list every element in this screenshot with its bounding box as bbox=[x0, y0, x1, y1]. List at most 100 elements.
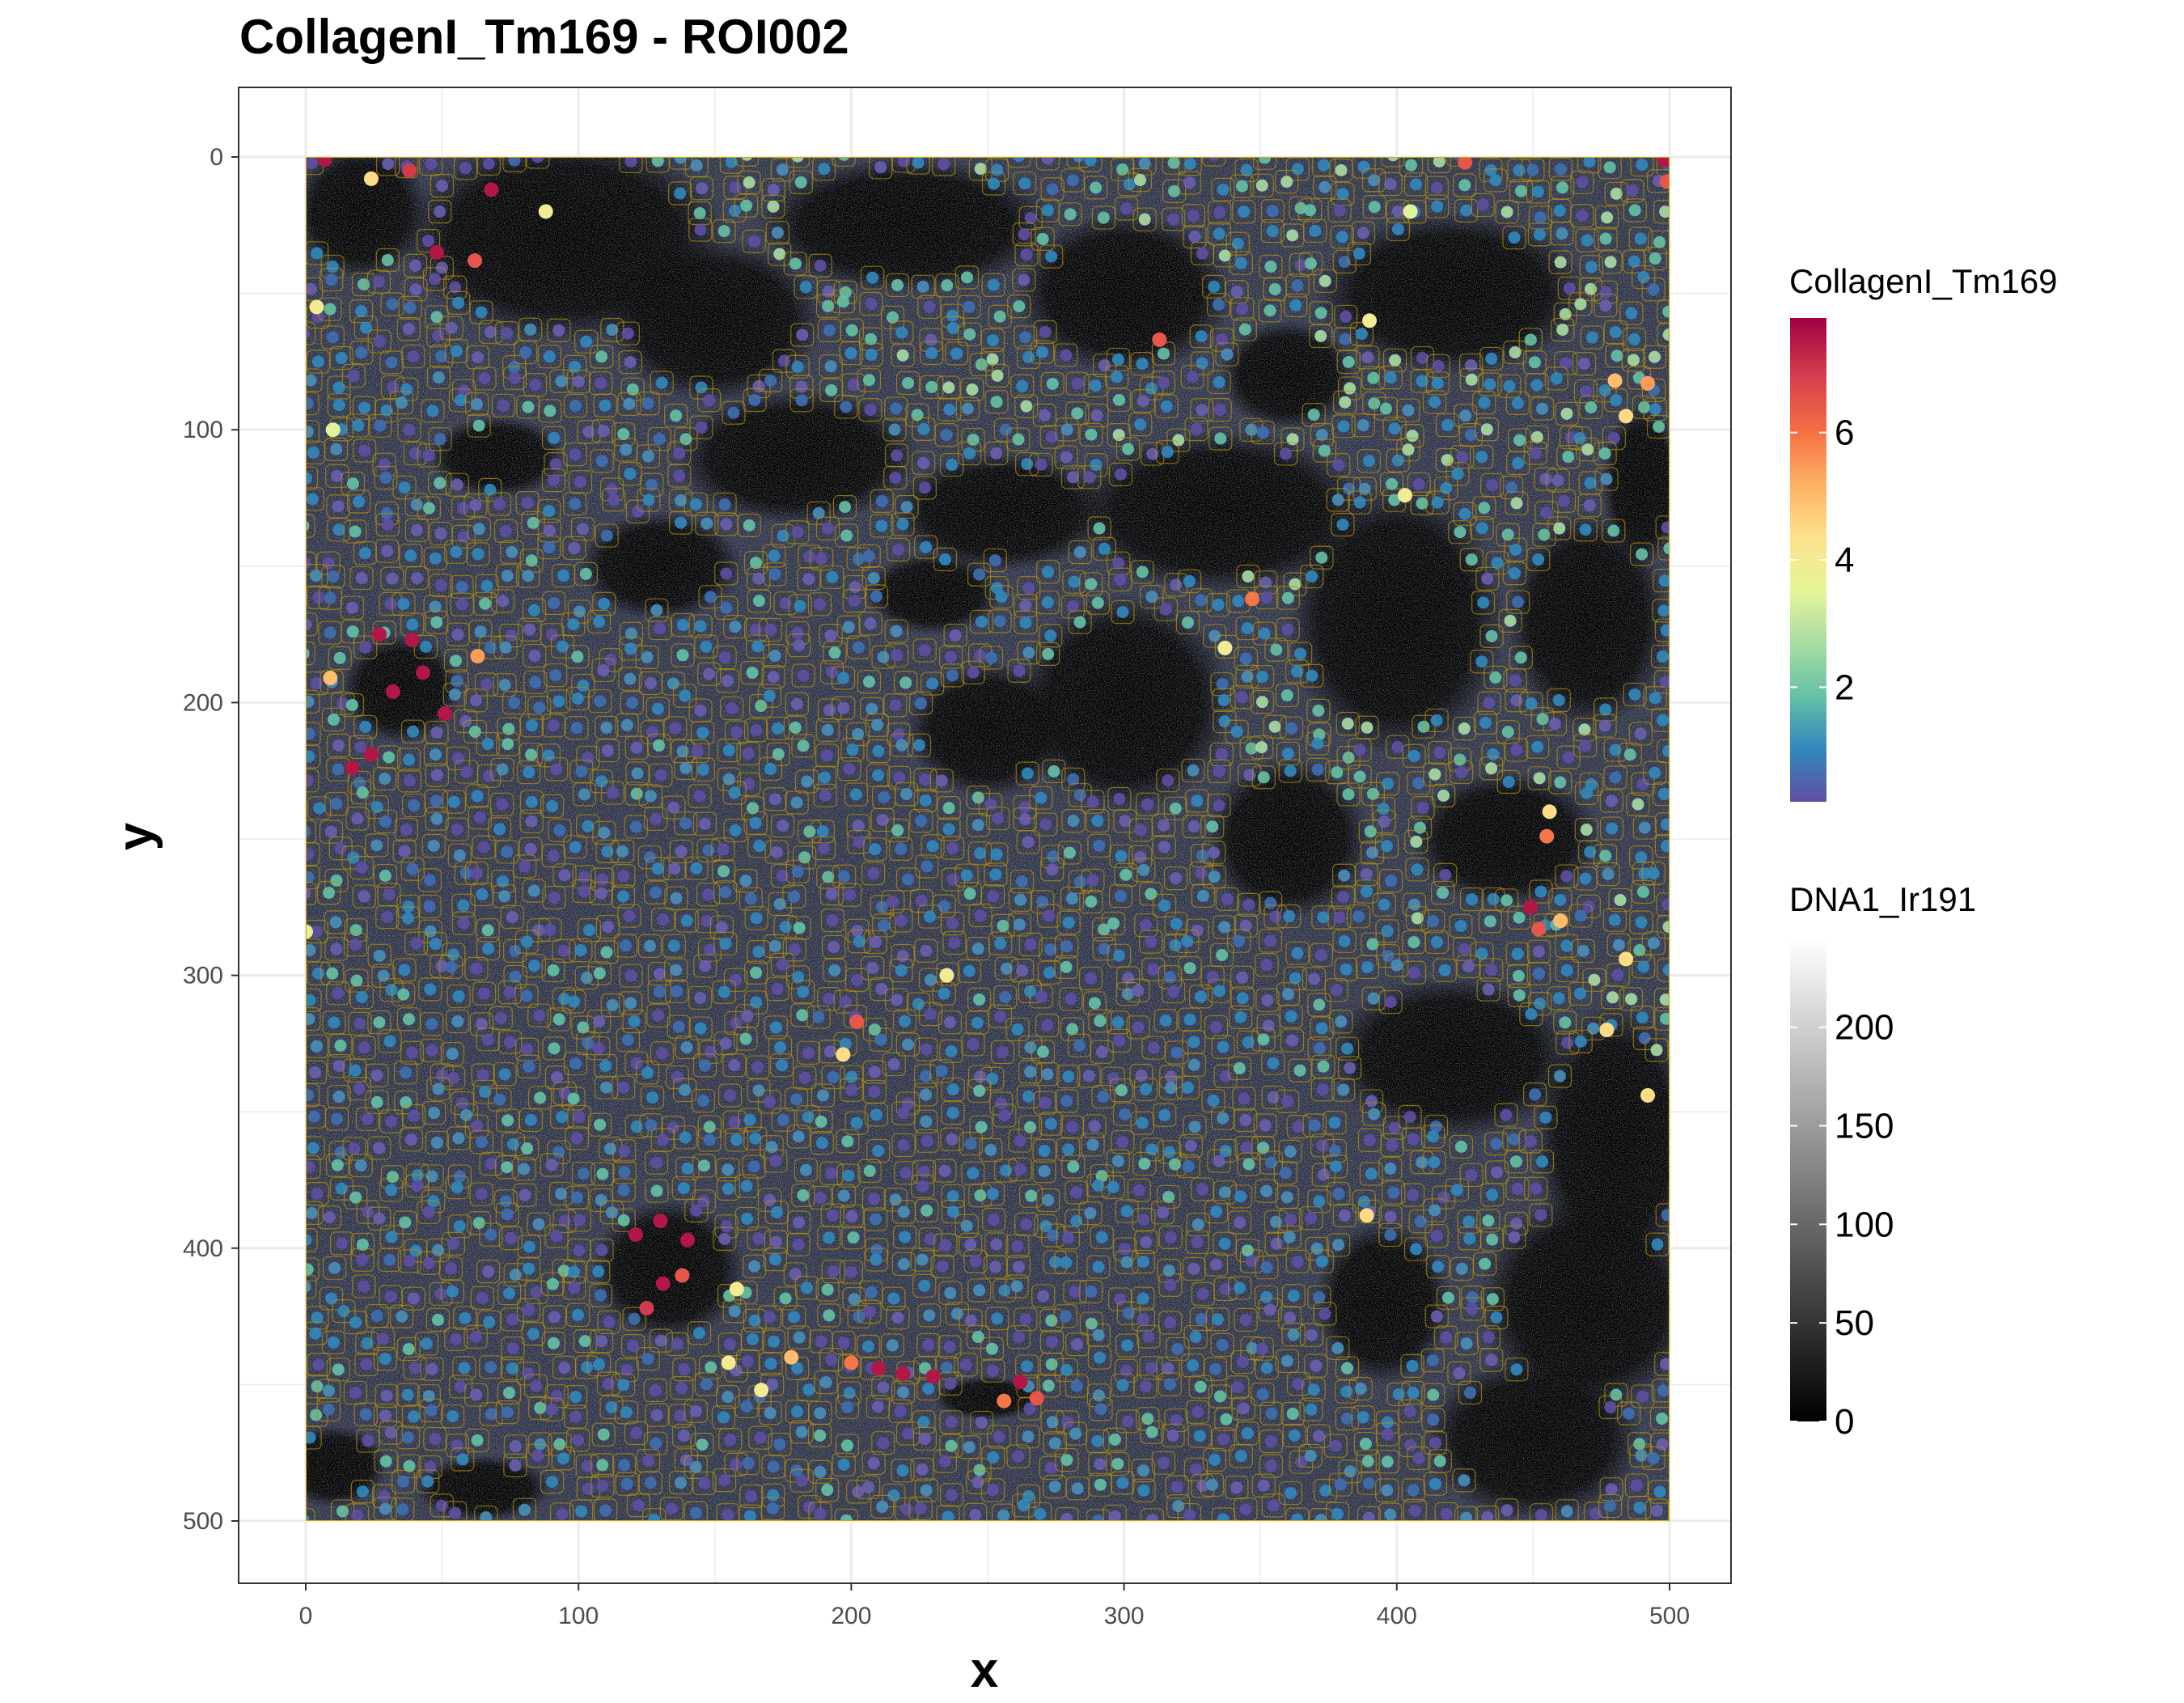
cell-marker bbox=[558, 945, 570, 957]
cell-marker bbox=[987, 890, 999, 902]
cell-marker bbox=[869, 1086, 881, 1098]
cell-marker bbox=[815, 1116, 827, 1128]
cell-marker bbox=[963, 965, 976, 977]
cell-marker bbox=[412, 1169, 424, 1181]
data-point bbox=[871, 1361, 886, 1375]
cell-marker bbox=[1039, 409, 1051, 422]
cell-marker bbox=[313, 1358, 325, 1370]
cell-marker bbox=[739, 1033, 751, 1045]
cell-marker bbox=[1218, 694, 1230, 706]
cell-marker bbox=[696, 1438, 709, 1451]
cell-marker bbox=[815, 1336, 827, 1348]
cell-marker bbox=[1584, 499, 1596, 511]
cell-marker bbox=[1648, 283, 1660, 295]
cell-marker bbox=[1310, 1360, 1322, 1372]
cell-marker bbox=[348, 370, 360, 382]
cell-marker bbox=[1478, 502, 1490, 514]
cell-marker bbox=[1512, 457, 1524, 469]
cell-marker bbox=[557, 1452, 569, 1464]
cell-marker bbox=[673, 470, 685, 482]
cell-marker bbox=[571, 1192, 583, 1204]
cell-marker bbox=[1512, 596, 1524, 608]
cell-marker bbox=[1316, 1023, 1328, 1035]
cell-marker bbox=[1171, 1481, 1183, 1493]
cell-marker bbox=[1242, 570, 1254, 582]
cell-marker bbox=[1185, 1140, 1197, 1152]
cell-marker bbox=[573, 1244, 585, 1256]
cell-marker bbox=[1342, 788, 1354, 800]
cell-marker bbox=[976, 616, 988, 628]
cell-marker bbox=[327, 261, 339, 273]
cell-marker bbox=[1257, 1033, 1269, 1045]
cell-marker bbox=[1170, 917, 1183, 930]
cell-marker bbox=[521, 1142, 533, 1154]
cell-marker bbox=[918, 1166, 930, 1178]
cell-marker bbox=[1219, 1283, 1231, 1295]
cell-marker bbox=[798, 1072, 811, 1084]
cell-marker bbox=[307, 447, 320, 459]
cell-marker bbox=[407, 726, 419, 738]
cell-marker bbox=[1454, 753, 1466, 765]
cell-marker bbox=[1509, 674, 1522, 686]
cell-marker bbox=[1019, 813, 1031, 825]
cell-marker bbox=[421, 1337, 433, 1349]
cell-marker bbox=[1417, 802, 1429, 814]
cell-marker bbox=[506, 911, 518, 923]
cell-marker bbox=[1427, 1389, 1439, 1401]
cell-marker bbox=[523, 1263, 535, 1275]
cell-marker bbox=[1560, 940, 1572, 952]
cell-marker bbox=[431, 769, 443, 781]
cell-marker bbox=[332, 987, 344, 999]
cell-marker bbox=[1515, 185, 1527, 197]
cell-marker bbox=[1357, 419, 1369, 431]
cell-marker bbox=[593, 616, 605, 628]
cell-marker bbox=[529, 379, 541, 391]
cell-marker bbox=[459, 162, 472, 174]
cell-marker bbox=[1410, 836, 1422, 848]
cell-marker bbox=[1336, 231, 1348, 243]
cell-marker bbox=[1601, 211, 1613, 223]
cell-marker bbox=[728, 1059, 740, 1071]
cell-marker bbox=[797, 739, 809, 752]
cell-marker bbox=[961, 271, 973, 283]
cell-marker bbox=[383, 1254, 396, 1266]
cell-marker bbox=[1042, 596, 1054, 608]
cell-marker bbox=[349, 1065, 361, 1077]
cell-marker bbox=[794, 921, 806, 934]
cell-marker bbox=[1022, 768, 1034, 780]
cell-marker bbox=[823, 324, 836, 337]
cell-marker bbox=[1160, 604, 1172, 616]
cell-marker bbox=[650, 604, 662, 616]
cell-marker bbox=[1560, 408, 1572, 420]
cell-marker bbox=[1344, 1465, 1357, 1477]
cell-marker bbox=[724, 1338, 736, 1350]
cell-marker bbox=[923, 301, 935, 313]
cell-marker bbox=[1213, 599, 1225, 611]
cell-marker bbox=[352, 812, 364, 824]
cell-marker bbox=[722, 675, 734, 687]
cell-marker bbox=[1466, 553, 1478, 566]
cell-marker bbox=[1122, 443, 1134, 455]
cell-marker bbox=[650, 1384, 662, 1396]
cell-marker bbox=[1269, 283, 1281, 295]
cell-marker bbox=[578, 1167, 590, 1180]
cell-marker bbox=[1219, 1238, 1231, 1250]
cell-marker bbox=[1552, 475, 1564, 487]
cell-marker bbox=[499, 679, 511, 691]
cell-marker bbox=[582, 1460, 594, 1472]
cell-marker bbox=[681, 915, 693, 927]
cell-marker bbox=[992, 370, 1004, 382]
cell-marker bbox=[1137, 1313, 1149, 1325]
cell-marker bbox=[617, 870, 629, 882]
cell-marker bbox=[502, 570, 514, 582]
cell-marker bbox=[404, 549, 417, 561]
cell-marker bbox=[396, 1311, 408, 1323]
cell-marker bbox=[656, 377, 668, 389]
cell-marker bbox=[1086, 1138, 1098, 1150]
cell-marker bbox=[1132, 985, 1144, 997]
cell-marker bbox=[528, 960, 540, 972]
cell-marker bbox=[1382, 777, 1394, 790]
cell-marker bbox=[964, 888, 976, 900]
cell-marker bbox=[1259, 576, 1272, 588]
